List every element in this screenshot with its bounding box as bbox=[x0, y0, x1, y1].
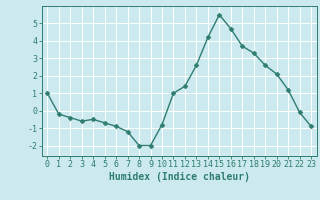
X-axis label: Humidex (Indice chaleur): Humidex (Indice chaleur) bbox=[109, 172, 250, 182]
